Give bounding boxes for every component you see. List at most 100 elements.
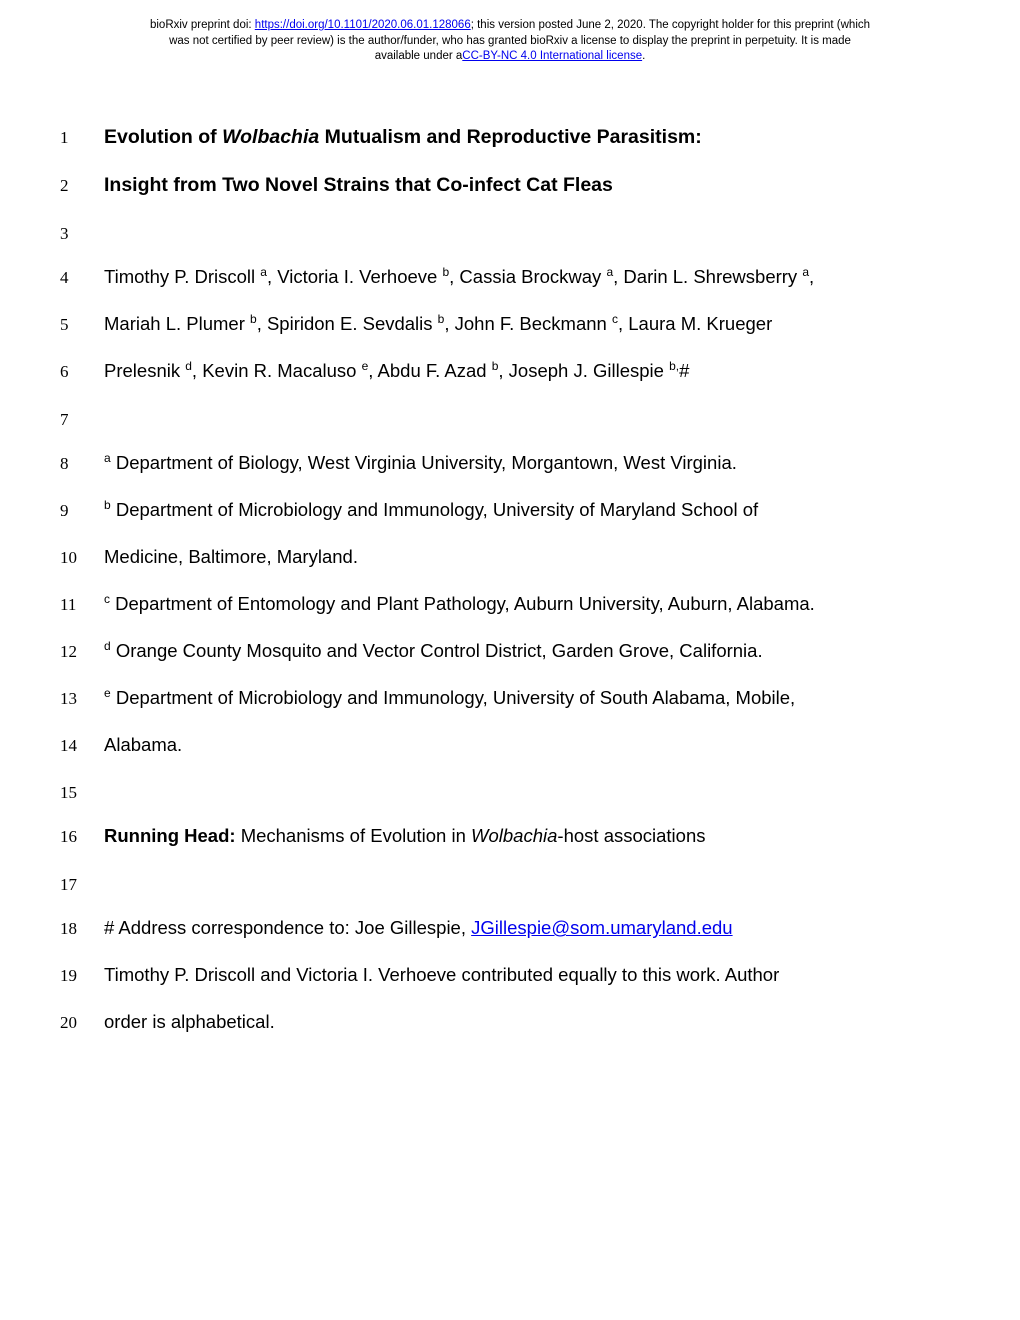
line-text: [104, 405, 930, 425]
text-fragment: Department of Entomology and Plant Patho…: [110, 593, 815, 614]
text-fragment: ,: [809, 266, 814, 287]
header-suffix-1: ; this version posted June 2, 2020. The …: [471, 19, 870, 31]
line-number: 7: [60, 410, 104, 430]
affiliation-superscript: d: [185, 359, 192, 373]
affiliation-superscript: a: [260, 265, 267, 279]
text-fragment: order is alphabetical.: [104, 1011, 275, 1032]
text-fragment: -host associations: [557, 825, 705, 846]
manuscript-line: 17: [60, 870, 930, 895]
text-fragment: Medicine, Baltimore, Maryland.: [104, 546, 358, 567]
line-number: 16: [60, 827, 104, 847]
line-text: Timothy P. Driscoll a, Victoria I. Verho…: [104, 264, 930, 291]
line-number: 4: [60, 268, 104, 288]
line-number: 18: [60, 919, 104, 939]
line-number: 14: [60, 736, 104, 756]
manuscript-line: 14 Alabama.: [60, 732, 930, 759]
line-number: 19: [60, 966, 104, 986]
manuscript-line: 5Mariah L. Plumer b, Spiridon E. Sevdali…: [60, 311, 930, 338]
header-line-2: was not certified by peer review) is the…: [169, 35, 851, 47]
text-fragment: #: [679, 360, 689, 381]
manuscript-content: 1Evolution of Wolbachia Mutualism and Re…: [0, 73, 1020, 1036]
manuscript-line: 3: [60, 219, 930, 244]
text-fragment: # Address correspondence to: Joe Gillesp…: [104, 917, 471, 938]
manuscript-line: 6Prelesnik d, Kevin R. Macaluso e, Abdu …: [60, 358, 930, 385]
line-number: 1: [60, 128, 104, 148]
line-number: 9: [60, 501, 104, 521]
text-fragment: , John F. Beckmann: [444, 313, 612, 334]
affiliation-superscript: e: [104, 686, 111, 700]
manuscript-line: 15: [60, 778, 930, 803]
manuscript-line: 18# Address correspondence to: Joe Gille…: [60, 915, 930, 942]
preprint-header-notice: bioRxiv preprint doi: https://doi.org/10…: [0, 0, 1020, 73]
line-number: 12: [60, 642, 104, 662]
text-fragment: Timothy P. Driscoll: [104, 266, 260, 287]
line-text: Insight from Two Novel Strains that Co-i…: [104, 171, 930, 199]
line-text: # Address correspondence to: Joe Gillesp…: [104, 915, 930, 942]
line-number: 11: [60, 595, 104, 615]
line-text: [104, 870, 930, 890]
text-fragment: Orange County Mosquito and Vector Contro…: [111, 640, 763, 661]
page: bioRxiv preprint doi: https://doi.org/10…: [0, 0, 1020, 1320]
doi-link[interactable]: https://doi.org/10.1101/2020.06.01.12806…: [255, 19, 471, 31]
line-text: e Department of Microbiology and Immunol…: [104, 685, 930, 712]
text-fragment: , Cassia Brockway: [449, 266, 606, 287]
affiliation-superscript: b: [104, 498, 111, 512]
text-fragment: Alabama.: [104, 734, 182, 755]
manuscript-line: 12d Orange County Mosquito and Vector Co…: [60, 638, 930, 665]
line-text: [104, 778, 930, 798]
text-fragment: Wolbachia: [471, 825, 557, 846]
correspondence-email-link[interactable]: JGillespie@som.umaryland.edu: [471, 917, 732, 938]
text-fragment: Mariah L. Plumer: [104, 313, 250, 334]
manuscript-line: 10 Medicine, Baltimore, Maryland.: [60, 544, 930, 571]
line-text: order is alphabetical.: [104, 1009, 930, 1036]
line-number: 20: [60, 1013, 104, 1033]
text-fragment: Timothy P. Driscoll and Victoria I. Verh…: [104, 964, 779, 985]
header-prefix: bioRxiv preprint doi:: [150, 19, 255, 31]
line-text: c Department of Entomology and Plant Pat…: [104, 591, 930, 618]
manuscript-line: 2Insight from Two Novel Strains that Co-…: [60, 171, 930, 199]
line-text: Timothy P. Driscoll and Victoria I. Verh…: [104, 962, 930, 989]
text-fragment: Evolution of: [104, 126, 222, 148]
line-text: Prelesnik d, Kevin R. Macaluso e, Abdu F…: [104, 358, 930, 385]
line-number: 3: [60, 224, 104, 244]
line-text: Running Head: Mechanisms of Evolution in…: [104, 823, 930, 850]
text-fragment: , Victoria I. Verhoeve: [267, 266, 443, 287]
text-fragment: Mutualism and Reproductive Parasitism:: [319, 126, 702, 148]
text-fragment: , Darin L. Shrewsberry: [613, 266, 802, 287]
line-number: 8: [60, 454, 104, 474]
affiliation-superscript: a: [104, 451, 111, 465]
line-text: a Department of Biology, West Virginia U…: [104, 450, 930, 477]
text-fragment: Mechanisms of Evolution in: [241, 825, 471, 846]
manuscript-line: 16Running Head: Mechanisms of Evolution …: [60, 823, 930, 850]
text-fragment: Running Head:: [104, 825, 241, 846]
text-fragment: Department of Microbiology and Immunolog…: [111, 687, 795, 708]
text-fragment: , Abdu F. Azad: [368, 360, 491, 381]
line-number: 6: [60, 362, 104, 382]
line-number: 10: [60, 548, 104, 568]
line-text: b Department of Microbiology and Immunol…: [104, 497, 930, 524]
text-fragment: , Laura M. Krueger: [618, 313, 772, 334]
line-text: Alabama.: [104, 732, 930, 759]
license-link[interactable]: CC-BY-NC 4.0 International license: [462, 50, 642, 62]
line-text: Evolution of Wolbachia Mutualism and Rep…: [104, 123, 930, 151]
manuscript-line: 19Timothy P. Driscoll and Victoria I. Ve…: [60, 962, 930, 989]
text-fragment: Department of Biology, West Virginia Uni…: [111, 452, 737, 473]
text-fragment: , Spiridon E. Sevdalis: [257, 313, 438, 334]
affiliation-superscript: b,: [669, 359, 679, 373]
line-number: 15: [60, 783, 104, 803]
manuscript-line: 8a Department of Biology, West Virginia …: [60, 450, 930, 477]
text-fragment: Insight from Two Novel Strains that Co-i…: [104, 174, 613, 196]
text-fragment: , Kevin R. Macaluso: [192, 360, 362, 381]
header-line-3-suffix: .: [642, 50, 645, 62]
line-text: Mariah L. Plumer b, Spiridon E. Sevdalis…: [104, 311, 930, 338]
manuscript-line: 11c Department of Entomology and Plant P…: [60, 591, 930, 618]
line-number: 13: [60, 689, 104, 709]
line-text: Medicine, Baltimore, Maryland.: [104, 544, 930, 571]
manuscript-line: 9b Department of Microbiology and Immuno…: [60, 497, 930, 524]
manuscript-line: 4Timothy P. Driscoll a, Victoria I. Verh…: [60, 264, 930, 291]
header-line-3-prefix: available under a: [375, 50, 463, 62]
affiliation-superscript: d: [104, 639, 111, 653]
line-text: d Orange County Mosquito and Vector Cont…: [104, 638, 930, 665]
text-fragment: Wolbachia: [222, 126, 319, 148]
line-number: 2: [60, 176, 104, 196]
